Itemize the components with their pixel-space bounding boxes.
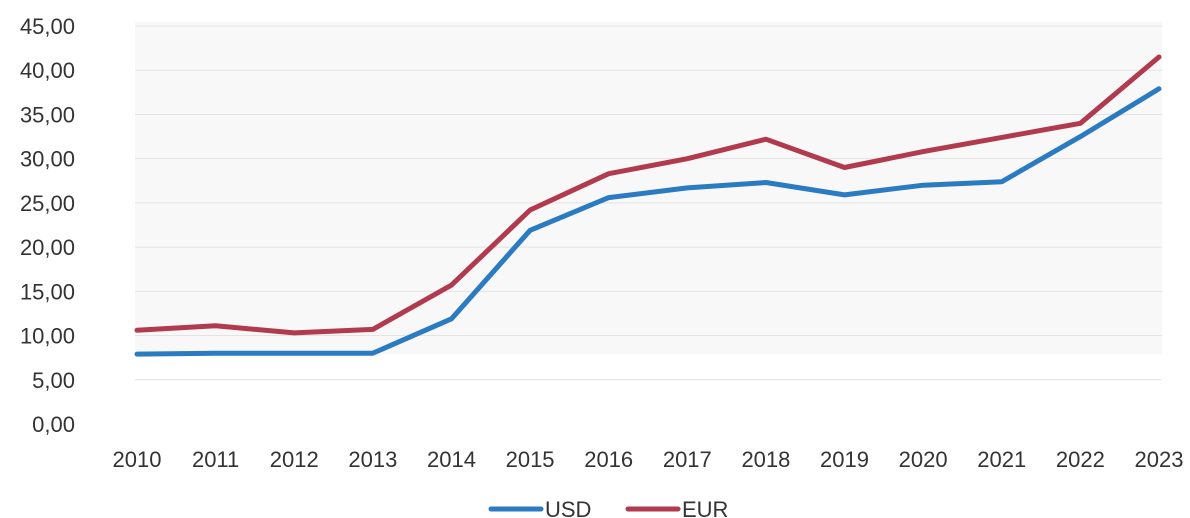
x-tick-label: 2021 [977,447,1026,472]
x-tick-label: 2023 [1135,447,1184,472]
legend-label-eur: EUR [682,497,728,518]
y-axis-tick-labels: 0,00 5,00 10,00 15,00 20,00 25,00 30,00 35,00 40… [20,14,75,437]
y-tick-label: 5,00 [32,368,75,393]
y-tick-label: 10,00 [20,324,75,349]
x-tick-label: 2016 [584,447,633,472]
legend: USD EUR [488,497,728,518]
y-tick-label: 30,00 [20,147,75,172]
x-tick-label: 2019 [820,447,869,472]
x-tick-label: 2018 [741,447,790,472]
y-tick-label: 45,00 [20,14,75,39]
series-line-usd [134,86,1162,357]
x-tick-label: 2015 [506,447,555,472]
x-tick-label: 2020 [899,447,948,472]
x-tick-label: 2012 [270,447,319,472]
plot-background [135,22,1162,354]
x-tick-label: 2022 [1056,447,1105,472]
y-tick-label: 15,00 [20,279,75,304]
x-tick-label: 2011 [192,447,239,472]
y-tick-label: 25,00 [20,191,75,216]
y-tick-label: 20,00 [20,235,75,260]
series-lines [134,54,1162,357]
x-tick-label: 2013 [348,447,397,472]
series-line-eur [134,54,1162,336]
legend-label-usd: USD [545,497,591,518]
y-tick-label: 40,00 [20,58,75,83]
gridlines [135,25,1162,381]
y-tick-label: 0,00 [32,412,75,437]
x-axis-tick-labels: 2010 2011 2012 2013 2014 2015 2016 2017 2018 2019… [113,447,1184,472]
x-tick-label: 2010 [113,447,162,472]
x-tick-label: 2014 [427,447,476,472]
x-tick-label: 2017 [663,447,712,472]
y-tick-label: 35,00 [20,102,75,127]
